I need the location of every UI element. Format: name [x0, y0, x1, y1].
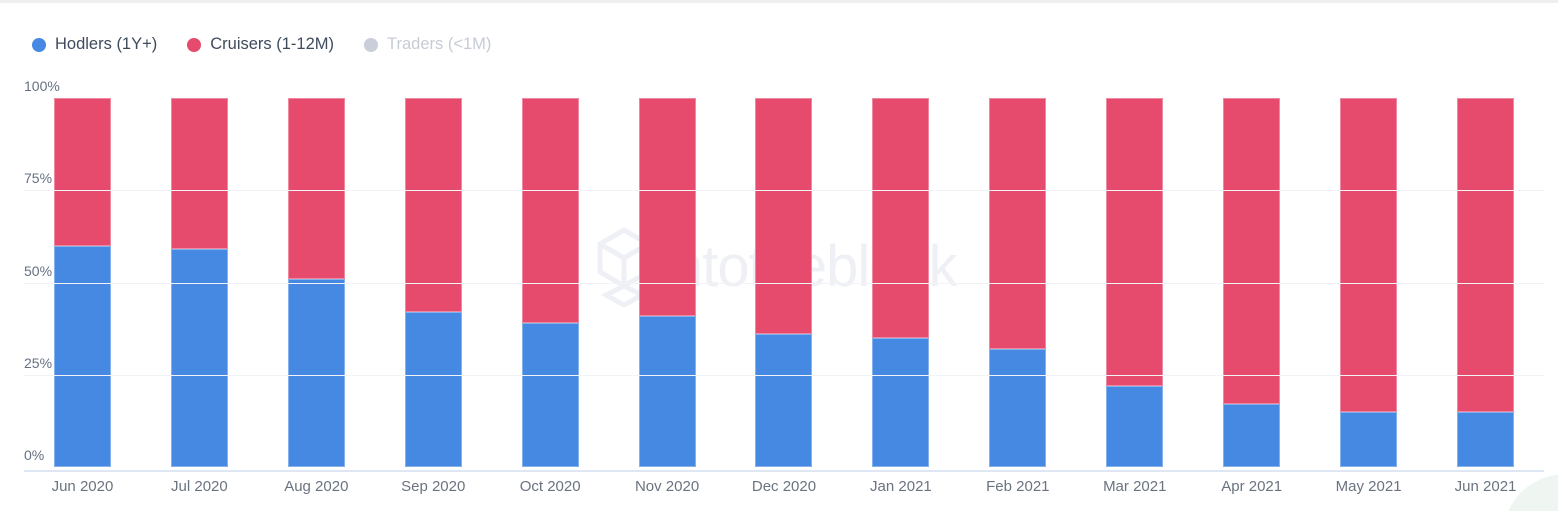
- x-tick-label-jun-2020: Jun 2020: [51, 478, 114, 495]
- bar-dec-2020: [755, 98, 813, 467]
- legend-dot-icon: [187, 37, 202, 52]
- bar-aug-2020: [287, 98, 345, 467]
- x-tick-label-oct-2020: Oct 2020: [519, 478, 581, 495]
- bar-slot-apr-2021: [1193, 98, 1310, 467]
- x-tick-label-mar-2021: Mar 2021: [1103, 478, 1167, 495]
- x-tick-label-aug-2020: Aug 2020: [284, 478, 349, 495]
- legend-dot-icon: [32, 37, 46, 52]
- bar-segment-hodlers[interactable]: [638, 315, 696, 467]
- bar-slot-jul-2020: [141, 98, 258, 467]
- bars-row: [24, 98, 1544, 467]
- y-tick-label-50: 50%: [24, 262, 53, 279]
- bar-segment-hodlers[interactable]: [755, 334, 813, 467]
- bar-apr-2021: [1223, 98, 1281, 467]
- bar-slot-jan-2021: [842, 98, 959, 467]
- bar-segment-cruisers[interactable]: [1340, 98, 1398, 412]
- bar-segment-cruisers[interactable]: [53, 98, 111, 246]
- bar-mar-2021: [1106, 98, 1164, 467]
- x-tick-label-sep-2020: Sep 2020: [401, 478, 466, 495]
- bar-may-2021: [1340, 98, 1398, 467]
- x-tick-label-apr-2021: Apr 2021: [1221, 478, 1283, 495]
- bar-slot-dec-2020: [726, 98, 843, 467]
- bar-nov-2020: [638, 98, 696, 467]
- x-axis-line: [24, 470, 1544, 472]
- bar-segment-cruisers[interactable]: [287, 98, 345, 279]
- bar-slot-mar-2021: [1076, 98, 1193, 467]
- bar-segment-hodlers[interactable]: [287, 278, 345, 467]
- bar-segment-cruisers[interactable]: [989, 98, 1047, 349]
- bar-segment-cruisers[interactable]: [1106, 98, 1164, 386]
- bar-oct-2020: [521, 98, 579, 467]
- bar-segment-hodlers[interactable]: [170, 249, 228, 467]
- bar-feb-2021: [989, 98, 1047, 467]
- bar-slot-sep-2020: [375, 98, 492, 467]
- bar-segment-hodlers[interactable]: [53, 245, 111, 467]
- bar-segment-cruisers[interactable]: [1223, 98, 1281, 405]
- y-tick-label-75: 75%: [24, 170, 53, 187]
- chart-legend: Hodlers (1Y+) Cruisers (1-12M) Traders (<1…: [32, 35, 491, 54]
- bar-segment-hodlers[interactable]: [404, 312, 462, 467]
- bar-segment-cruisers[interactable]: [638, 98, 696, 316]
- bar-jun-2021: [1457, 98, 1515, 467]
- bar-segment-hodlers[interactable]: [1340, 411, 1398, 467]
- legend-item-label: Cruisers (1-12M): [210, 35, 335, 53]
- legend-item-cruisers-1-12m[interactable]: Cruisers (1-12M): [187, 35, 334, 54]
- bar-jan-2021: [872, 98, 930, 467]
- bar-slot-nov-2020: [609, 98, 726, 467]
- x-tick-label-jan-2021: Jan 2021: [870, 478, 932, 495]
- legend-item-traders-1m[interactable]: Traders (<1M): [364, 35, 491, 54]
- x-tick-label-jul-2020: Jul 2020: [171, 478, 228, 495]
- y-tick-label-100: 100%: [24, 78, 60, 94]
- bar-segment-hodlers[interactable]: [1457, 411, 1515, 467]
- bar-jul-2020: [170, 98, 228, 467]
- bar-sep-2020: [404, 98, 462, 467]
- bar-segment-cruisers[interactable]: [170, 98, 228, 250]
- gridline-25: [24, 374, 1544, 376]
- legend-item-label: Traders (<1M): [387, 35, 492, 53]
- bar-segment-cruisers[interactable]: [521, 98, 579, 324]
- bar-segment-cruisers[interactable]: [1457, 98, 1515, 412]
- bar-segment-cruisers[interactable]: [755, 98, 813, 335]
- bar-slot-jun-2020: [24, 98, 141, 467]
- x-tick-label-dec-2020: Dec 2020: [751, 478, 817, 495]
- gridline-75: [24, 190, 1544, 192]
- y-tick-label-25: 25%: [24, 354, 53, 371]
- bar-segment-cruisers[interactable]: [872, 98, 930, 338]
- legend-dot-icon: [364, 37, 379, 52]
- legend-item-hodlers-1y[interactable]: Hodlers (1Y+): [32, 35, 157, 54]
- x-tick-label-nov-2020: Nov 2020: [634, 478, 700, 495]
- x-tick-label-may-2021: May 2021: [1335, 478, 1402, 495]
- bar-slot-may-2021: [1310, 98, 1427, 467]
- plot-area: 100% 75% 50% 25% 0%: [24, 79, 1544, 467]
- card-top-border: [0, 0, 1558, 3]
- y-tick-label-0: 0%: [24, 447, 45, 463]
- gridline-50: [24, 282, 1544, 284]
- bar-slot-feb-2021: [959, 98, 1076, 467]
- bar-jun-2020: [53, 98, 111, 467]
- bar-segment-hodlers[interactable]: [1106, 385, 1164, 467]
- bar-segment-cruisers[interactable]: [404, 98, 462, 313]
- bar-slot-oct-2020: [492, 98, 609, 467]
- x-tick-label-feb-2021: Feb 2021: [986, 478, 1050, 495]
- x-tick-label-jun-2021: Jun 2021: [1454, 478, 1517, 495]
- bar-slot-aug-2020: [258, 98, 375, 467]
- x-axis-labels: Jun 2020 Jul 2020 Aug 2020 Sep 2020 Oct 2020…: [24, 478, 1544, 496]
- bar-segment-hodlers[interactable]: [521, 323, 579, 467]
- bar-segment-hodlers[interactable]: [1223, 404, 1281, 467]
- bar-slot-jun-2021: [1427, 98, 1544, 467]
- legend-item-label: Hodlers (1Y+): [55, 35, 158, 53]
- bar-segment-hodlers[interactable]: [989, 348, 1047, 467]
- bar-segment-hodlers[interactable]: [872, 337, 930, 467]
